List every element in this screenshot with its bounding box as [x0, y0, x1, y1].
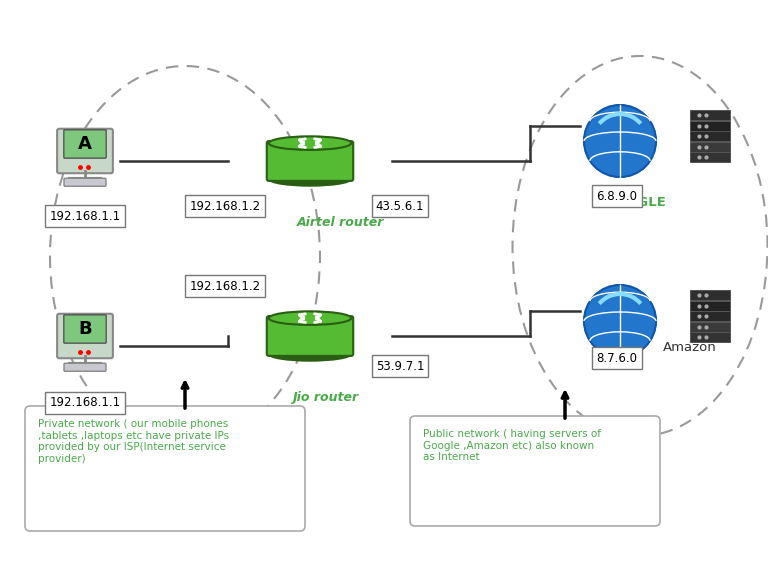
FancyBboxPatch shape — [57, 314, 113, 358]
FancyBboxPatch shape — [690, 301, 730, 310]
Text: GOOGLE: GOOGLE — [604, 196, 666, 209]
Ellipse shape — [269, 137, 351, 150]
FancyBboxPatch shape — [690, 142, 730, 152]
FancyBboxPatch shape — [690, 110, 730, 120]
Text: Jio router: Jio router — [292, 391, 358, 404]
FancyBboxPatch shape — [690, 290, 730, 300]
Circle shape — [584, 105, 656, 177]
Text: 192.168.1.1: 192.168.1.1 — [49, 396, 121, 410]
FancyBboxPatch shape — [64, 178, 106, 186]
Text: 53.9.7.1: 53.9.7.1 — [376, 359, 424, 373]
Text: 192.168.1.1: 192.168.1.1 — [49, 210, 121, 222]
Text: Airtel router: Airtel router — [296, 216, 384, 229]
Text: Private network ( our mobile phones
,tablets ,laptops etc have private IPs
provi: Private network ( our mobile phones ,tab… — [38, 419, 229, 464]
Text: A: A — [78, 135, 92, 153]
FancyBboxPatch shape — [690, 322, 730, 332]
Text: 43.5.6.1: 43.5.6.1 — [376, 199, 424, 213]
FancyBboxPatch shape — [690, 153, 730, 162]
FancyBboxPatch shape — [690, 120, 730, 131]
Text: 6.8.9.0: 6.8.9.0 — [597, 190, 637, 203]
Circle shape — [584, 285, 656, 357]
FancyBboxPatch shape — [690, 311, 730, 321]
FancyBboxPatch shape — [266, 141, 353, 181]
FancyBboxPatch shape — [64, 315, 106, 343]
Ellipse shape — [269, 172, 351, 185]
Text: B: B — [78, 320, 92, 338]
Text: 192.168.1.2: 192.168.1.2 — [190, 279, 260, 293]
Ellipse shape — [269, 312, 351, 325]
Text: 8.7.6.0: 8.7.6.0 — [597, 351, 637, 365]
FancyBboxPatch shape — [64, 130, 106, 158]
FancyBboxPatch shape — [266, 316, 353, 356]
FancyBboxPatch shape — [25, 406, 305, 531]
Text: Amazon: Amazon — [663, 341, 717, 354]
Text: 192.168.1.2: 192.168.1.2 — [190, 199, 260, 213]
FancyBboxPatch shape — [690, 332, 730, 343]
FancyBboxPatch shape — [57, 129, 113, 173]
Text: Public network ( having servers of
Google ,Amazon etc) also known
as Internet: Public network ( having servers of Googl… — [423, 429, 601, 462]
FancyBboxPatch shape — [410, 416, 660, 526]
FancyBboxPatch shape — [64, 363, 106, 372]
FancyBboxPatch shape — [690, 131, 730, 141]
Ellipse shape — [269, 347, 351, 361]
